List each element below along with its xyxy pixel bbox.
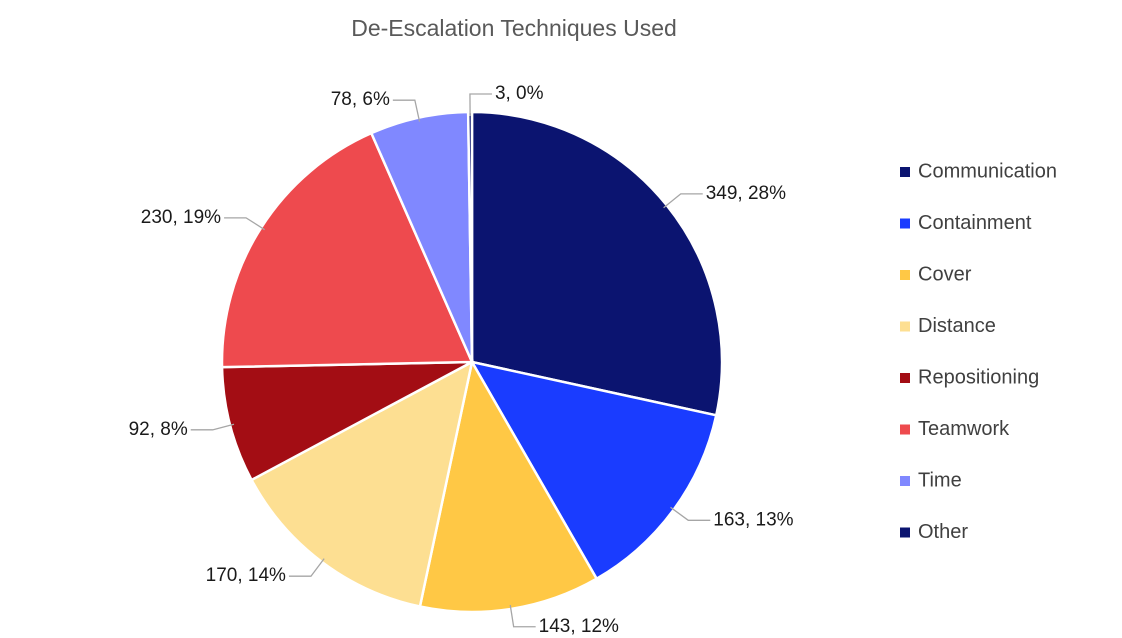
data-label: 349, 28% bbox=[706, 183, 786, 204]
legend-label: Time bbox=[918, 469, 962, 491]
legend-label: Teamwork bbox=[918, 418, 1010, 440]
data-label: 3, 0% bbox=[495, 83, 544, 104]
leader-line bbox=[670, 506, 711, 521]
legend-swatch bbox=[900, 218, 910, 229]
leader-line bbox=[392, 99, 421, 122]
legend-swatch bbox=[900, 424, 910, 435]
legend-label: Cover bbox=[918, 263, 972, 285]
legend-swatch bbox=[900, 373, 910, 383]
legend-swatch bbox=[900, 527, 910, 538]
data-label: 170, 14% bbox=[206, 565, 286, 586]
legend-label: Containment bbox=[918, 212, 1032, 234]
chart-title: De-Escalation Techniques Used bbox=[351, 15, 677, 41]
data-label: 163, 13% bbox=[713, 509, 793, 530]
leader-line bbox=[190, 423, 235, 431]
data-label: 230, 19% bbox=[141, 207, 221, 228]
leader-line bbox=[663, 193, 703, 209]
legend-swatch bbox=[900, 476, 910, 486]
legend-label: Communication bbox=[918, 160, 1057, 182]
legend-label: Other bbox=[918, 521, 968, 543]
data-label: 78, 6% bbox=[331, 89, 390, 110]
legend-label: Repositioning bbox=[918, 366, 1039, 388]
data-label: 143, 12% bbox=[539, 616, 619, 637]
leader-line bbox=[509, 604, 536, 628]
legend-label: Distance bbox=[918, 315, 996, 337]
legend-swatch bbox=[900, 321, 910, 332]
leader-line bbox=[224, 217, 265, 231]
leader-line bbox=[469, 93, 492, 117]
legend-swatch bbox=[900, 167, 910, 177]
leader-line bbox=[288, 558, 325, 577]
legend-swatch bbox=[900, 270, 910, 280]
data-label: 92, 8% bbox=[129, 419, 188, 440]
